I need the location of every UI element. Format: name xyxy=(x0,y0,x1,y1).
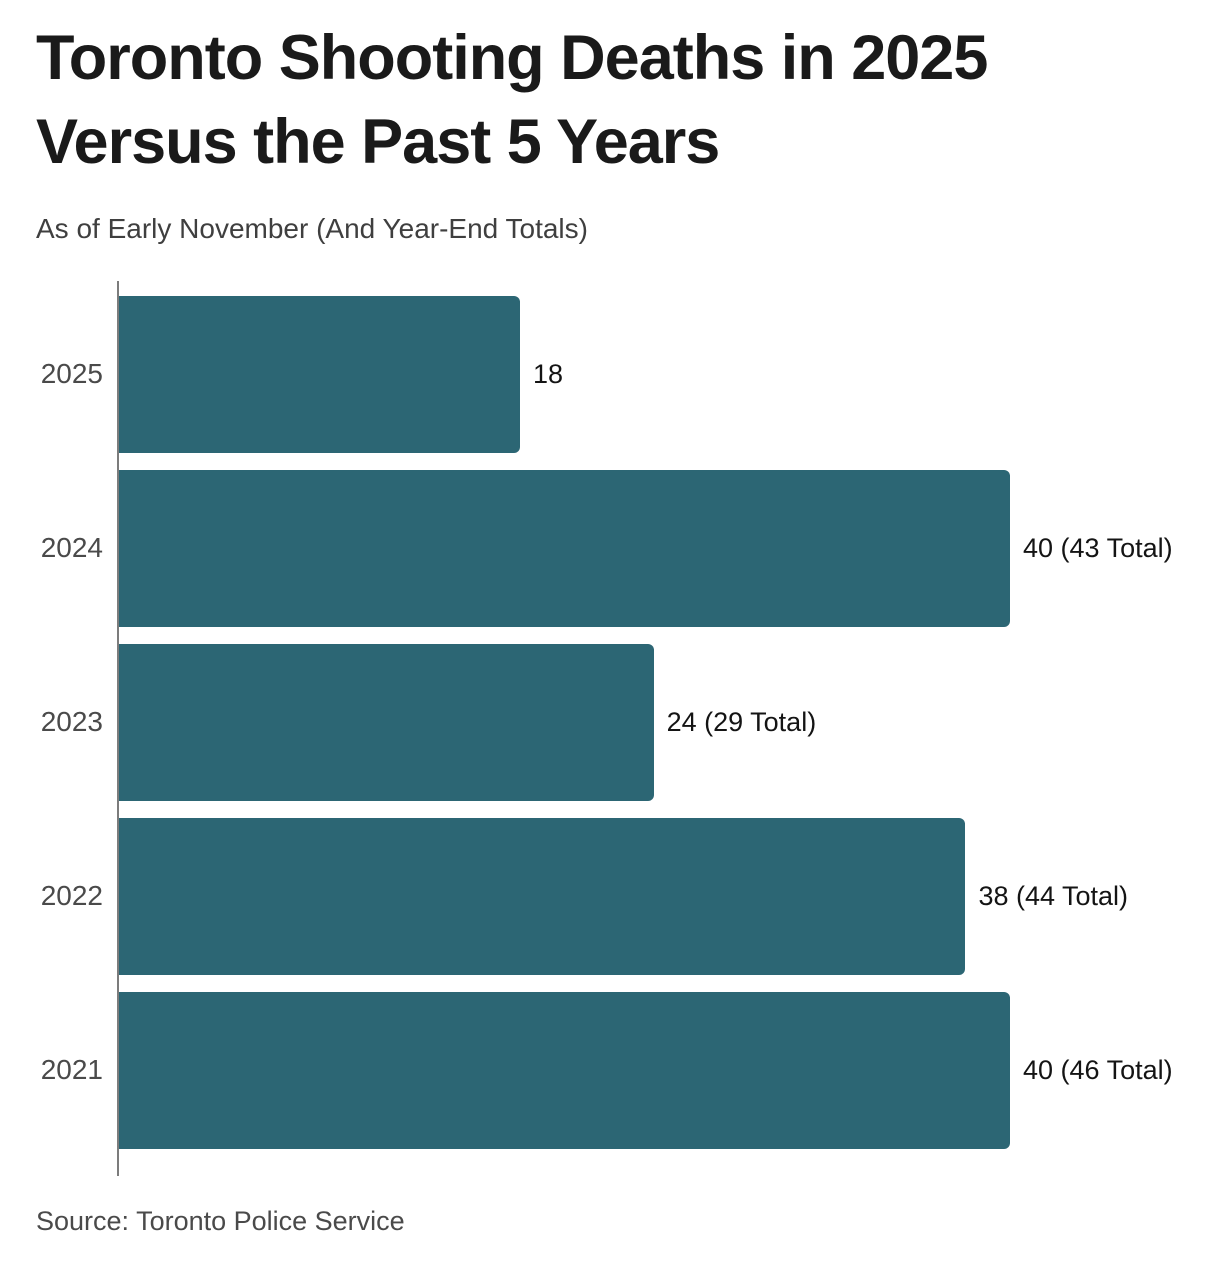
bar-row-2022: 2022 38 (44 Total) xyxy=(0,817,1214,975)
bar-row-2023: 2023 24 (29 Total) xyxy=(0,643,1214,801)
y-axis-line xyxy=(117,280,119,1176)
bar-row-2021: 2021 40 (46 Total) xyxy=(0,991,1214,1149)
bar-2023 xyxy=(119,643,654,801)
category-label-2025: 2025 xyxy=(40,358,103,390)
bar-track-2021: 40 (46 Total) xyxy=(119,991,1214,1149)
bar-row-2024: 2024 40 (43 Total) xyxy=(0,469,1214,627)
bar-2025 xyxy=(119,295,520,453)
value-label-2024: 40 (43 Total) xyxy=(1023,532,1173,563)
category-label-2023: 2023 xyxy=(40,706,103,738)
value-label-2023: 24 (29 Total) xyxy=(666,706,817,737)
category-label-2021: 2021 xyxy=(40,1054,103,1086)
chart-title: Toronto Shooting Deaths in 2025 Versus t… xyxy=(36,23,988,178)
category-label-2024: 2024 xyxy=(40,532,103,564)
category-label-2022: 2022 xyxy=(40,880,103,912)
bar-track-2025: 18 xyxy=(119,295,1214,453)
bar-rows: 2025 18 2024 40 (43 Total) 2023 24 (29 Total)… xyxy=(0,295,1214,1149)
chart-subtitle: As of Early November (And Year-End Total… xyxy=(36,212,588,244)
bar-chart: 2025 18 2024 40 (43 Total) 2023 24 (29 Total)… xyxy=(0,280,1214,1176)
bar-2022 xyxy=(119,817,966,975)
bar-track-2023: 24 (29 Total) xyxy=(119,643,1214,801)
bar-row-2025: 2025 18 xyxy=(0,295,1214,453)
source-note: Source: Toronto Police Service xyxy=(36,1205,405,1236)
value-label-2021: 40 (46 Total) xyxy=(1023,1054,1173,1085)
value-label-2025: 18 xyxy=(532,358,563,389)
bar-2021 xyxy=(119,991,1010,1149)
bar-2024 xyxy=(119,469,1010,627)
bar-track-2024: 40 (43 Total) xyxy=(119,469,1214,627)
value-label-2022: 38 (44 Total) xyxy=(978,880,1129,911)
bar-track-2022: 38 (44 Total) xyxy=(119,817,1214,975)
